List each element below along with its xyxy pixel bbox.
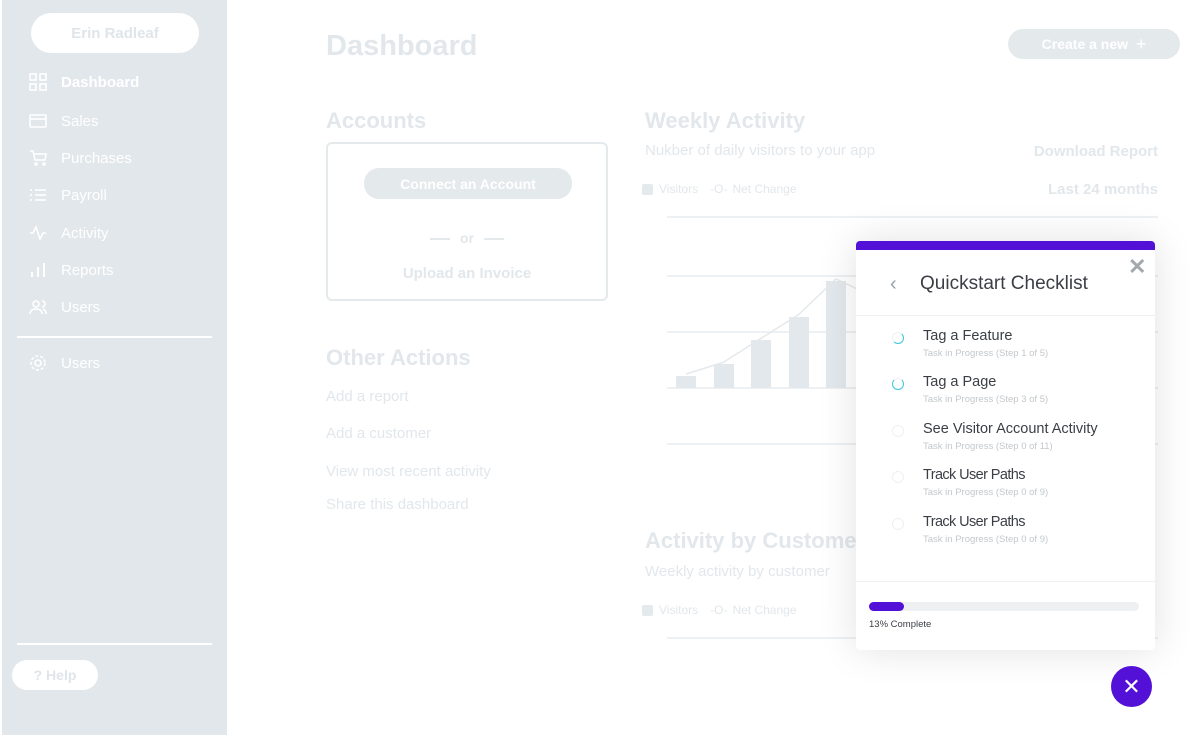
sidebar-item-dashboard[interactable]: Dashboard	[28, 73, 139, 91]
legend-visitors: Visitors	[659, 603, 699, 617]
net-change-series	[685, 278, 871, 375]
sidebar-item-label: Payroll	[61, 186, 107, 204]
sidebar-item-label: Dashboard	[61, 73, 140, 91]
bar-chart-icon	[28, 261, 48, 279]
connect-account-button[interactable]: Connect an Account	[364, 168, 572, 199]
chart-legend: Visitors -O- Net Change	[642, 603, 797, 617]
sidebar-item-label: Users	[61, 298, 101, 316]
checklist-title: Quickstart Checklist	[920, 273, 1088, 294]
activity-by-customer-title: Activity by Customer	[645, 528, 866, 553]
divider	[856, 315, 1155, 316]
progress-ring-icon	[892, 518, 904, 530]
progress-ring-icon	[892, 425, 904, 437]
line-marker-icon: -O-	[710, 182, 728, 196]
close-icon: ✕	[1122, 673, 1141, 699]
sidebar-item-label: Users	[61, 354, 101, 372]
task-title: Track User Paths	[923, 467, 1025, 483]
progress-label: 13% Complete	[869, 619, 932, 630]
weekly-activity-subtitle: Nukber of daily visitors to your app	[645, 142, 876, 159]
legend-visitors: Visitors	[659, 182, 699, 196]
create-new-button[interactable]: Create a new +	[1008, 29, 1180, 59]
task-status: Task in Progress (Step 3 of 5)	[923, 394, 1049, 405]
progress-ring-icon	[892, 332, 904, 344]
sidebar-item-activity[interactable]: Activity	[28, 224, 109, 242]
sidebar-item-label: Purchases	[61, 149, 132, 167]
sidebar: Erin Radleaf Dashboard Sales Purchases P…	[2, 0, 227, 735]
task-title: Tag a Page	[923, 374, 997, 390]
task-status: Task in Progress (Step 0 of 9)	[923, 534, 1049, 545]
gear-icon	[28, 354, 48, 372]
upload-invoice-link[interactable]: Upload an Invoice	[402, 265, 532, 282]
activity-by-customer-subtitle: Weekly activity by customer	[645, 563, 830, 580]
chart-bar	[826, 281, 846, 388]
divider	[856, 581, 1155, 582]
panel-accent-bar	[856, 241, 1155, 250]
progress-ring-icon	[892, 471, 904, 483]
activity-icon	[28, 224, 48, 242]
task-status: Task in Progress (Step 0 of 9)	[923, 487, 1049, 498]
create-label: Create a new	[1041, 36, 1129, 52]
accounts-title: Accounts	[326, 108, 427, 133]
share-dashboard-link[interactable]: Share this dashboard	[326, 496, 469, 513]
download-report-link[interactable]: Download Report	[1033, 143, 1158, 160]
help-button[interactable]: ? Help	[12, 660, 98, 690]
add-customer-link[interactable]: Add a customer	[326, 425, 432, 442]
sidebar-item-purchases[interactable]: Purchases	[28, 149, 132, 167]
chart-bar	[751, 340, 771, 388]
accounts-card: Connect an Account or Upload an Invoice	[326, 142, 608, 301]
progress-bar	[869, 602, 1139, 611]
close-icon[interactable]: ✕	[1128, 254, 1147, 279]
close-checklist-button[interactable]: ✕	[1111, 666, 1152, 707]
task-status: Task in Progress (Step 1 of 5)	[923, 348, 1049, 359]
divider	[17, 643, 212, 645]
user-menu-button[interactable]: Erin Radleaf	[31, 13, 199, 53]
chart-bar	[676, 376, 696, 388]
legend-net-change: Net Change	[732, 603, 797, 617]
chart-bar	[788, 316, 809, 388]
sidebar-item-users[interactable]: Users	[28, 298, 100, 316]
sidebar-item-label: Sales	[61, 112, 99, 130]
range-select[interactable]: Last 24 months	[1047, 181, 1158, 198]
add-report-link[interactable]: Add a report	[326, 388, 409, 405]
visitors-swatch	[642, 604, 653, 616]
line-marker-icon: -O-	[710, 603, 728, 617]
gridline	[667, 216, 1158, 218]
sidebar-item-label: Reports	[61, 261, 114, 279]
sidebar-item-settings-users[interactable]: Users	[28, 354, 100, 372]
credit-card-icon	[28, 112, 48, 130]
sidebar-item-reports[interactable]: Reports	[28, 261, 114, 279]
users-icon	[28, 298, 48, 316]
quickstart-checklist-panel: ‹ Quickstart Checklist ✕ Tag a Feature Ta…	[856, 241, 1155, 650]
grid-icon	[28, 73, 48, 91]
cart-icon	[28, 149, 48, 167]
page-title: Dashboard	[326, 30, 478, 62]
visitors-swatch	[642, 183, 653, 195]
task-title: Track User Paths	[923, 514, 1025, 530]
other-actions-title: Other Actions	[326, 345, 471, 370]
back-chevron-icon[interactable]: ‹	[890, 273, 897, 295]
chart-legend: Visitors -O- Net Change	[642, 182, 797, 196]
list-icon	[28, 186, 48, 204]
plus-icon: +	[1135, 33, 1147, 54]
chart-bar	[713, 364, 734, 388]
sidebar-item-payroll[interactable]: Payroll	[28, 186, 107, 204]
view-activity-link[interactable]: View most recent activity	[326, 463, 491, 480]
progress-ring-icon	[892, 378, 904, 390]
sidebar-item-label: Activity	[61, 224, 109, 242]
sidebar-item-sales[interactable]: Sales	[28, 112, 99, 130]
weekly-activity-title: Weekly Activity	[645, 108, 806, 133]
task-title: Tag a Feature	[923, 328, 1013, 344]
or-divider: or	[328, 230, 606, 246]
task-title: See Visitor Account Activity	[923, 421, 1098, 437]
divider	[17, 336, 212, 338]
legend-net-change: Net Change	[732, 182, 797, 196]
progress-fill	[869, 602, 905, 611]
task-status: Task in Progress (Step 0 of 11)	[923, 441, 1053, 452]
